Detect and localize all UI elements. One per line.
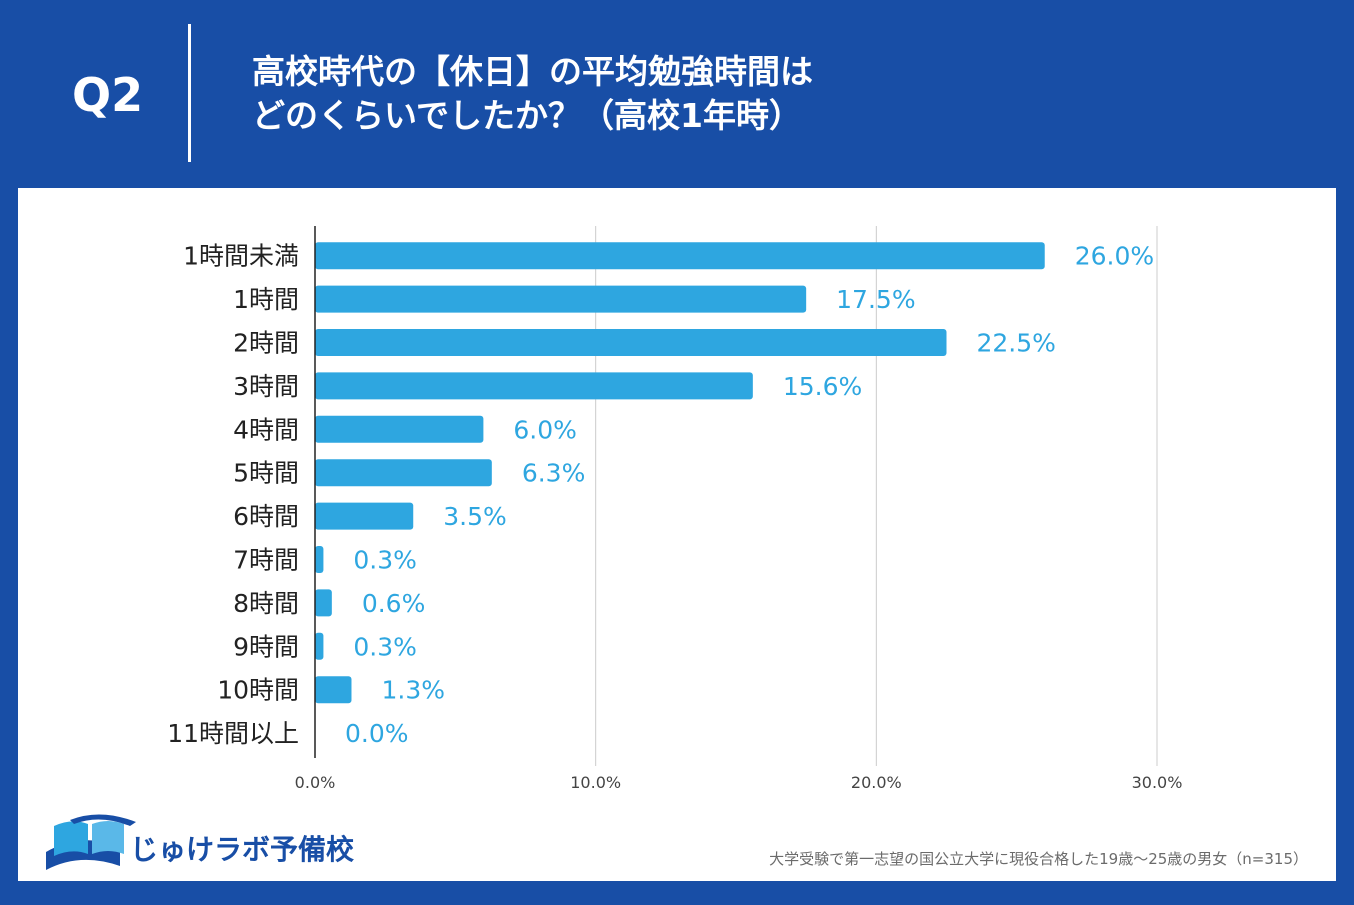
header-divider [188,24,191,162]
bar [315,546,324,573]
category-label: 6時間 [233,502,299,531]
category-label: 8時間 [233,589,299,618]
logo-text: じゅけラボ予備校 [130,833,355,866]
title-line-2: どのくらいでしたか？（高校1年時） [252,96,802,135]
book-logo-icon [46,814,136,870]
category-label: 5時間 [233,459,299,488]
x-tick-label: 10.0% [570,773,621,792]
question-number: Q2 [72,68,144,122]
category-label: 9時間 [233,632,299,661]
bar [315,459,492,487]
value-label: 6.3% [522,459,586,488]
bar [315,676,352,704]
page-title: 高校時代の【休日】の平均勉強時間は どのくらいでしたか？（高校1年時） [252,50,813,138]
value-label: 1.3% [381,676,445,705]
value-label: 0.6% [362,589,426,618]
chart-panel: 0.0% 10.0% 20.0% 30.0% 1時間未満 26.0% 1時間 17.5% 2時間… [18,188,1336,881]
value-label: 22.5% [977,329,1056,358]
value-label: 26.0% [1075,242,1154,271]
title-line-1: 高校時代の【休日】の平均勉強時間は [252,52,813,91]
bar [315,372,753,400]
value-label: 15.6% [783,372,862,401]
category-label: 3時間 [233,372,299,401]
bar [315,329,947,356]
x-tick-label: 0.0% [295,773,336,792]
category-label: 7時間 [233,546,299,575]
category-label: 4時間 [233,415,299,444]
bar-chart: 0.0% 10.0% 20.0% 30.0% 1時間未満 26.0% 1時間 17.5% 2時間… [167,226,1183,792]
category-label: 1時間 [233,285,299,314]
bar [315,502,414,530]
bar [315,589,332,617]
footnote: 大学受験で第一志望の国公立大学に現役合格した19歳～25歳の男女（n=315） [769,850,1308,868]
value-label: 0.3% [353,546,417,575]
header: Q2 高校時代の【休日】の平均勉強時間は どのくらいでしたか？（高校1年時） [0,0,1354,188]
bar [315,415,484,443]
value-label: 0.0% [345,719,409,748]
value-label: 17.5% [836,285,915,314]
x-tick-label: 30.0% [1132,773,1183,792]
value-label: 3.5% [443,502,507,531]
category-label: 10時間 [217,676,299,705]
bar [315,632,324,660]
bar [315,242,1045,270]
value-label: 0.3% [353,632,417,661]
value-label: 6.0% [513,415,577,444]
x-tick-label: 20.0% [851,773,902,792]
bar [315,285,807,313]
category-label: 1時間未満 [183,242,299,271]
category-label: 2時間 [233,329,299,358]
category-label: 11時間以上 [167,719,299,748]
